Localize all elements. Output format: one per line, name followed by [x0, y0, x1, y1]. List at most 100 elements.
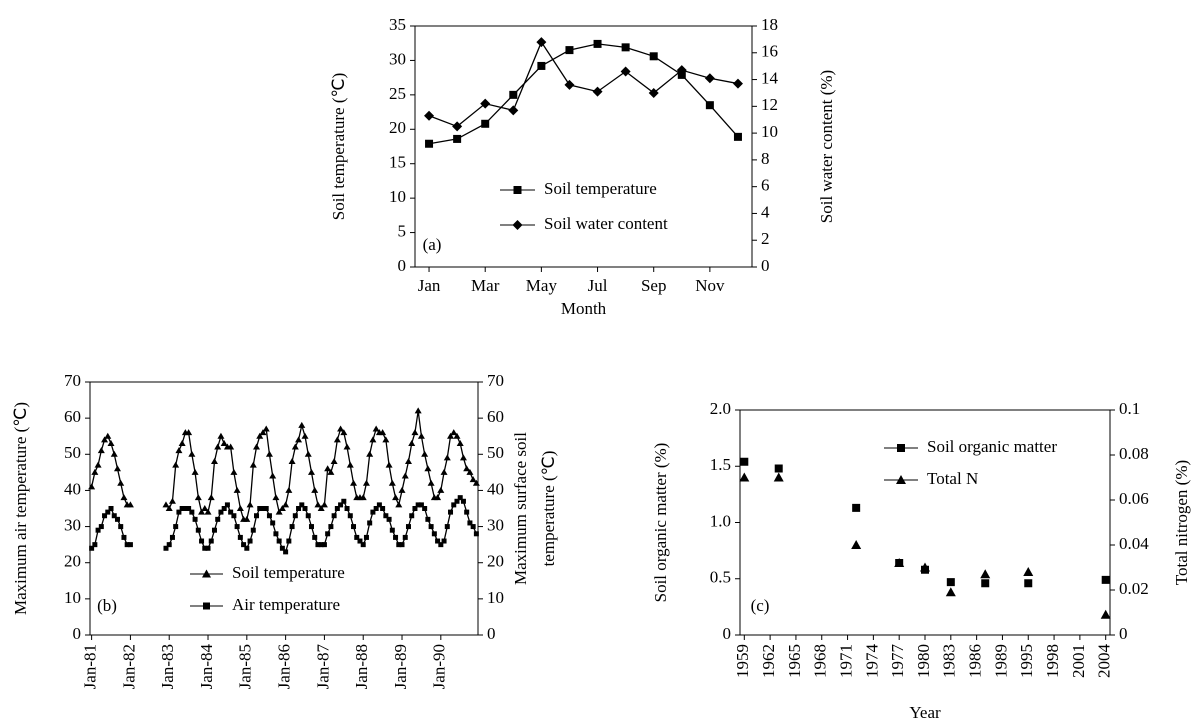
legend-marker — [897, 444, 905, 452]
marker — [395, 501, 403, 508]
x-tick-label: 1989 — [991, 644, 1010, 678]
y2-tick-label: 0 — [761, 256, 770, 275]
marker — [431, 531, 437, 537]
marker — [357, 538, 363, 544]
y-tick-label: 5 — [398, 221, 407, 240]
marker — [851, 540, 862, 549]
y-tick-label: 0 — [398, 256, 407, 275]
legend-label: Total N — [927, 469, 978, 488]
marker — [409, 513, 415, 519]
marker — [359, 494, 367, 501]
marker — [592, 86, 603, 97]
marker — [289, 524, 295, 530]
x-tick-label: Jan-83 — [158, 644, 177, 689]
marker — [91, 468, 99, 475]
x-tick-label: Jul — [588, 276, 608, 295]
y-tick-label: 1.5 — [710, 455, 731, 474]
panel-label: (c) — [751, 596, 770, 615]
marker — [459, 454, 467, 461]
marker — [272, 494, 280, 501]
x-tick-label: Mar — [471, 276, 500, 295]
x-tick-label: Nov — [695, 276, 725, 295]
x-tick-label: May — [526, 276, 558, 295]
marker — [98, 524, 104, 530]
marker — [162, 501, 170, 508]
marker — [221, 506, 227, 511]
y-tick-label: 20 — [389, 118, 406, 137]
marker — [437, 486, 445, 493]
marker — [508, 105, 519, 116]
marker — [460, 498, 466, 504]
y-tick-label: 10 — [389, 187, 406, 206]
marker — [253, 443, 261, 450]
y2-tick-label: 12 — [761, 95, 778, 114]
y2-tick-label: 60 — [487, 407, 504, 426]
marker — [320, 501, 328, 508]
marker — [243, 515, 251, 522]
marker — [417, 432, 425, 439]
x-tick-label: 1971 — [836, 644, 855, 678]
marker — [448, 509, 454, 515]
marker — [350, 479, 358, 486]
x-tick-label: 2004 — [1095, 644, 1114, 679]
marker — [201, 505, 209, 511]
x-tick-label: Jan-85 — [236, 644, 255, 689]
marker — [1100, 609, 1111, 619]
marker — [334, 506, 340, 511]
marker — [428, 524, 434, 530]
y2-tick-label: 18 — [761, 15, 778, 34]
marker — [457, 495, 463, 501]
marker — [169, 534, 175, 540]
marker — [412, 506, 418, 511]
marker — [422, 506, 428, 511]
marker — [341, 498, 347, 504]
marker — [107, 439, 115, 446]
marker — [312, 534, 318, 540]
y-tick-label: 15 — [389, 153, 406, 172]
marker — [299, 502, 305, 508]
marker — [291, 443, 299, 450]
x-tick-label: Jan-88 — [352, 644, 371, 689]
marker — [307, 468, 315, 475]
y2-tick-label: 0.06 — [1119, 489, 1149, 508]
x-axis-title: Month — [561, 299, 607, 318]
marker — [443, 454, 451, 461]
marker — [705, 101, 714, 110]
marker — [676, 65, 687, 76]
marker — [564, 79, 575, 90]
marker — [236, 505, 244, 511]
marker — [185, 429, 193, 436]
marker — [198, 508, 206, 515]
marker — [275, 508, 283, 515]
marker — [241, 542, 247, 548]
y-tick-label: 70 — [64, 371, 81, 390]
marker — [89, 545, 95, 551]
marker — [124, 542, 130, 548]
marker — [199, 538, 205, 544]
marker — [466, 468, 474, 475]
marker — [186, 506, 192, 511]
y-tick-label: 35 — [389, 15, 406, 34]
legend-marker — [512, 220, 523, 230]
marker — [263, 506, 269, 511]
x-tick-label: 1983 — [940, 644, 959, 678]
marker — [304, 450, 312, 457]
marker — [733, 132, 742, 141]
x-tick-label: 1986 — [966, 644, 985, 678]
marker — [473, 531, 479, 537]
marker — [234, 524, 240, 530]
marker — [279, 545, 285, 551]
marker — [182, 506, 188, 511]
marker — [366, 450, 374, 457]
marker — [189, 509, 195, 515]
y2-tick-label: 0 — [487, 624, 496, 643]
marker — [338, 502, 344, 508]
marker — [175, 447, 183, 454]
x-tick-label: 1977 — [888, 644, 907, 679]
y2-tick-label: 0.04 — [1119, 534, 1149, 553]
marker — [773, 472, 784, 482]
marker — [369, 436, 377, 443]
marker — [774, 464, 783, 473]
y2-tick-label: 0.02 — [1119, 579, 1149, 598]
marker — [453, 432, 461, 439]
